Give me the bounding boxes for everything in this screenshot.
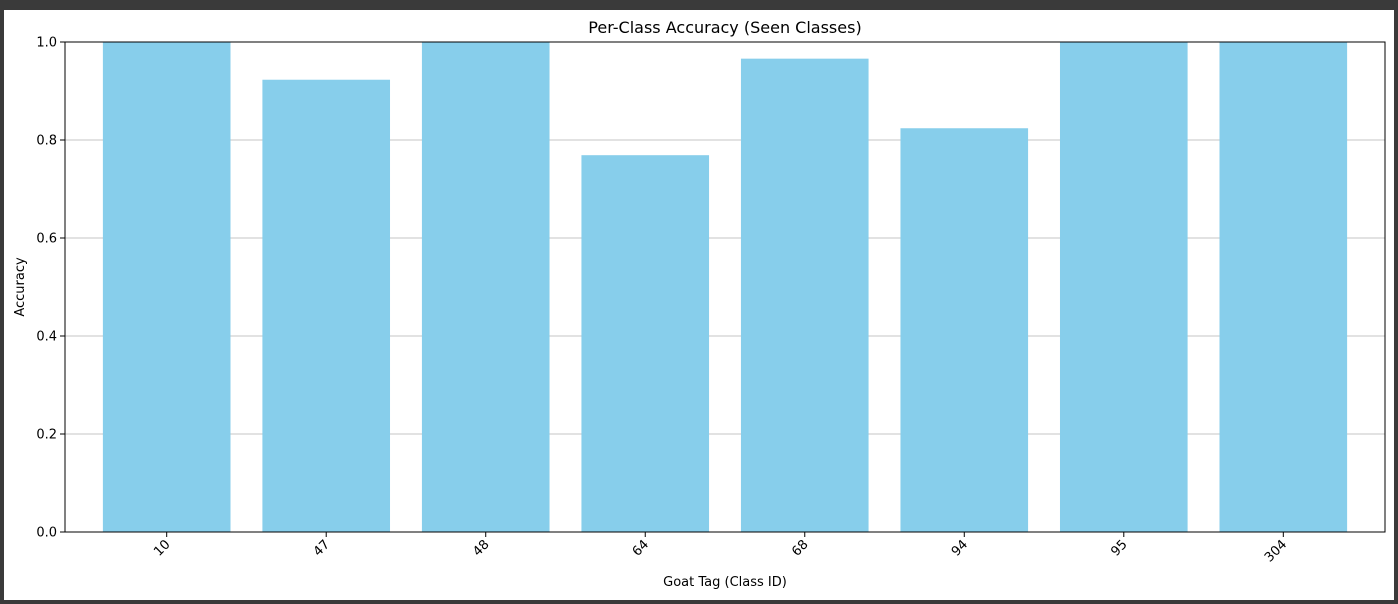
- x-tick-label: 64: [630, 537, 652, 559]
- y-ticks: 0.0 0.2 0.4 0.6 0.8 1.0: [36, 36, 65, 541]
- bar-68: [740, 58, 869, 532]
- x-tick-label: 95: [1108, 537, 1130, 559]
- x-tick-label: 68: [789, 537, 811, 559]
- y-tick-label: 0.0: [36, 526, 57, 541]
- x-tick-label: 304: [1262, 537, 1290, 565]
- x-tick-label: 48: [470, 537, 492, 559]
- bar-304: [1219, 42, 1348, 532]
- y-tick-label: 0.6: [36, 232, 57, 247]
- y-tick-label: 0.8: [36, 134, 57, 149]
- y-tick-label: 0.2: [36, 428, 57, 443]
- x-axis-label: Goat Tag (Class ID): [663, 575, 787, 590]
- bar-95: [1059, 42, 1188, 532]
- bar-94: [900, 128, 1029, 532]
- chart-figure: 0.0 0.2 0.4 0.6 0.8 1.0 10 47 48 64 68 94 95 304 Per…: [4, 10, 1394, 600]
- x-ticks: 10 47 48 64 68 94 95 304: [151, 532, 1290, 565]
- bar-48: [421, 42, 550, 532]
- y-tick-label: 1.0: [36, 36, 57, 51]
- y-tick-label: 0.4: [36, 330, 57, 345]
- bar-64: [581, 155, 710, 532]
- x-tick-label: 94: [949, 537, 971, 559]
- x-tick-label: 10: [151, 537, 173, 559]
- y-axis-label: Accuracy: [13, 257, 28, 317]
- bar-chart: 0.0 0.2 0.4 0.6 0.8 1.0 10 47 48 64 68 94 95 304 Per…: [13, 18, 1386, 590]
- bars: [102, 42, 1348, 532]
- chart-title: Per-Class Accuracy (Seen Classes): [588, 18, 861, 37]
- bar-47: [262, 79, 391, 532]
- x-tick-label: 47: [311, 537, 333, 559]
- bar-10: [102, 42, 231, 532]
- plot-frame: [64, 41, 1386, 533]
